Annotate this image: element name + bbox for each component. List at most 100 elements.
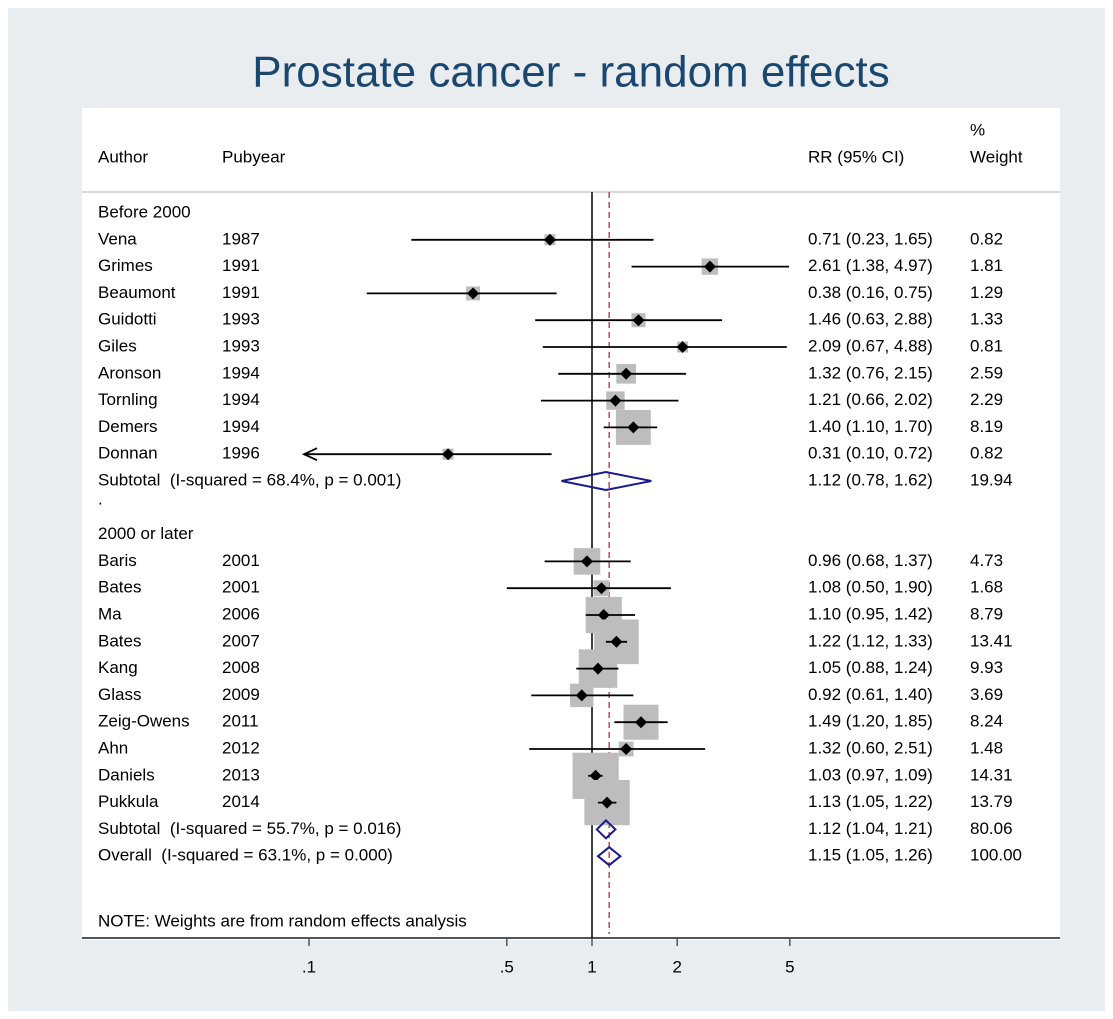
weight-label: 19.94 bbox=[970, 470, 1013, 489]
weight-label: 1.68 bbox=[970, 578, 1003, 597]
header-weight-pct: % bbox=[970, 120, 985, 139]
point-estimate bbox=[609, 394, 622, 407]
author: Aronson bbox=[98, 363, 161, 382]
note: NOTE: Weights are from random effects an… bbox=[98, 911, 467, 930]
pooled-diamond bbox=[596, 845, 623, 867]
overall-label: Overall (I-squared = 63.1%, p = 0.000) bbox=[98, 846, 393, 865]
point-estimate bbox=[703, 260, 716, 273]
weight-label: 2.29 bbox=[970, 390, 1003, 409]
author: Tornling bbox=[98, 390, 158, 409]
weight-label: 2.59 bbox=[970, 363, 1003, 382]
weight-label: 3.69 bbox=[970, 685, 1003, 704]
weight-label: 1.33 bbox=[970, 310, 1003, 329]
weight-label: 1.81 bbox=[970, 256, 1003, 275]
x-tick-label: 2 bbox=[672, 957, 681, 976]
weight-label: 8.79 bbox=[970, 604, 1003, 623]
year: 2011 bbox=[222, 712, 259, 731]
weight-label: 0.82 bbox=[970, 444, 1003, 463]
weight-label: 100.00 bbox=[970, 846, 1022, 865]
point-estimate bbox=[601, 796, 614, 809]
year: 2009 bbox=[222, 685, 260, 704]
pooled-diamond bbox=[595, 819, 617, 840]
year: 1993 bbox=[222, 336, 260, 355]
year: 2006 bbox=[222, 604, 260, 623]
ci-label: 1.46 (0.63, 2.88) bbox=[808, 310, 933, 329]
subtotal-label: Subtotal (I-squared = 68.4%, p = 0.001) bbox=[98, 470, 401, 489]
ci-label: 1.08 (0.50, 1.90) bbox=[808, 578, 933, 597]
header-author: Author bbox=[98, 147, 148, 166]
ci-label: 1.03 (0.97, 1.09) bbox=[808, 765, 933, 784]
point-estimate bbox=[543, 233, 556, 246]
year: 2007 bbox=[222, 631, 260, 650]
ci-label: 1.12 (0.78, 1.62) bbox=[808, 470, 933, 489]
year: 2012 bbox=[222, 738, 260, 757]
ci-label: 1.49 (1.20, 1.85) bbox=[808, 712, 933, 731]
ci-label: 1.22 (1.12, 1.33) bbox=[808, 631, 933, 650]
author: Bates bbox=[98, 631, 141, 650]
author: Daniels bbox=[98, 765, 155, 784]
year: 1994 bbox=[222, 417, 260, 436]
x-tick-label: .1 bbox=[302, 957, 316, 976]
chart-title: Prostate cancer - random effects bbox=[252, 48, 889, 97]
plot-area bbox=[82, 108, 1060, 940]
ci-label: 2.61 (1.38, 4.97) bbox=[808, 256, 933, 275]
year: 2001 bbox=[222, 551, 260, 570]
x-tick-label: 5 bbox=[785, 957, 794, 976]
header-weight: Weight bbox=[970, 147, 1023, 166]
header-pubyear: Pubyear bbox=[222, 147, 286, 166]
author: Bates bbox=[98, 578, 141, 597]
author: Pukkula bbox=[98, 792, 159, 811]
year: 1991 bbox=[222, 283, 260, 302]
point-estimate bbox=[442, 448, 455, 461]
author: Zeig-Owens bbox=[98, 712, 190, 731]
x-tick-label: .5 bbox=[500, 957, 514, 976]
weight-label: 1.29 bbox=[970, 283, 1003, 302]
x-tick-label: 1 bbox=[587, 957, 596, 976]
point-estimate bbox=[591, 662, 604, 675]
point-estimate bbox=[676, 341, 689, 353]
ci-label: 1.12 (1.04, 1.21) bbox=[808, 819, 933, 838]
weight-label: 8.24 bbox=[970, 712, 1003, 731]
weight-label: 8.19 bbox=[970, 417, 1003, 436]
year: 1987 bbox=[222, 229, 260, 248]
ci-label: 0.38 (0.16, 0.75) bbox=[808, 283, 933, 302]
point-estimate bbox=[635, 716, 648, 729]
author: Kang bbox=[98, 658, 138, 677]
year: 1991 bbox=[222, 256, 260, 275]
group-label: Before 2000 bbox=[98, 202, 191, 221]
point-estimate bbox=[597, 609, 610, 621]
weight-label: 1.48 bbox=[970, 738, 1003, 757]
pooled-diamond bbox=[561, 470, 652, 492]
author: Baris bbox=[98, 551, 137, 570]
ci-label: 0.92 (0.61, 1.40) bbox=[808, 685, 933, 704]
author: Donnan bbox=[98, 444, 158, 463]
ci-label: 2.09 (0.67, 4.88) bbox=[808, 336, 933, 355]
point-estimate bbox=[620, 743, 633, 755]
author: Vena bbox=[98, 229, 137, 248]
ci-label: 0.31 (0.10, 0.72) bbox=[808, 444, 933, 463]
author: Beaumont bbox=[98, 283, 176, 302]
point-estimate bbox=[627, 421, 640, 434]
year: 2013 bbox=[222, 765, 260, 784]
weight-label: 80.06 bbox=[970, 819, 1013, 838]
subtotal-label: Subtotal (I-squared = 55.7%, p = 0.016) bbox=[98, 819, 401, 838]
weight-label: 4.73 bbox=[970, 551, 1003, 570]
point-estimate bbox=[595, 582, 608, 595]
year: 1994 bbox=[222, 363, 260, 382]
ci-label: 0.71 (0.23, 1.65) bbox=[808, 229, 933, 248]
ci-label: 1.40 (1.10, 1.70) bbox=[808, 417, 933, 436]
year: 2008 bbox=[222, 658, 260, 677]
point-estimate bbox=[610, 635, 623, 648]
ci-arrow bbox=[301, 447, 318, 462]
author: Glass bbox=[98, 685, 141, 704]
weight-label: 0.81 bbox=[970, 336, 1003, 355]
author: Ma bbox=[98, 604, 122, 623]
spacer: . bbox=[98, 489, 103, 508]
spacer: . bbox=[98, 838, 103, 857]
author: Demers bbox=[98, 417, 158, 436]
year: 2014 bbox=[222, 792, 260, 811]
author: Guidotti bbox=[98, 310, 157, 329]
weight-label: 14.31 bbox=[970, 765, 1013, 784]
